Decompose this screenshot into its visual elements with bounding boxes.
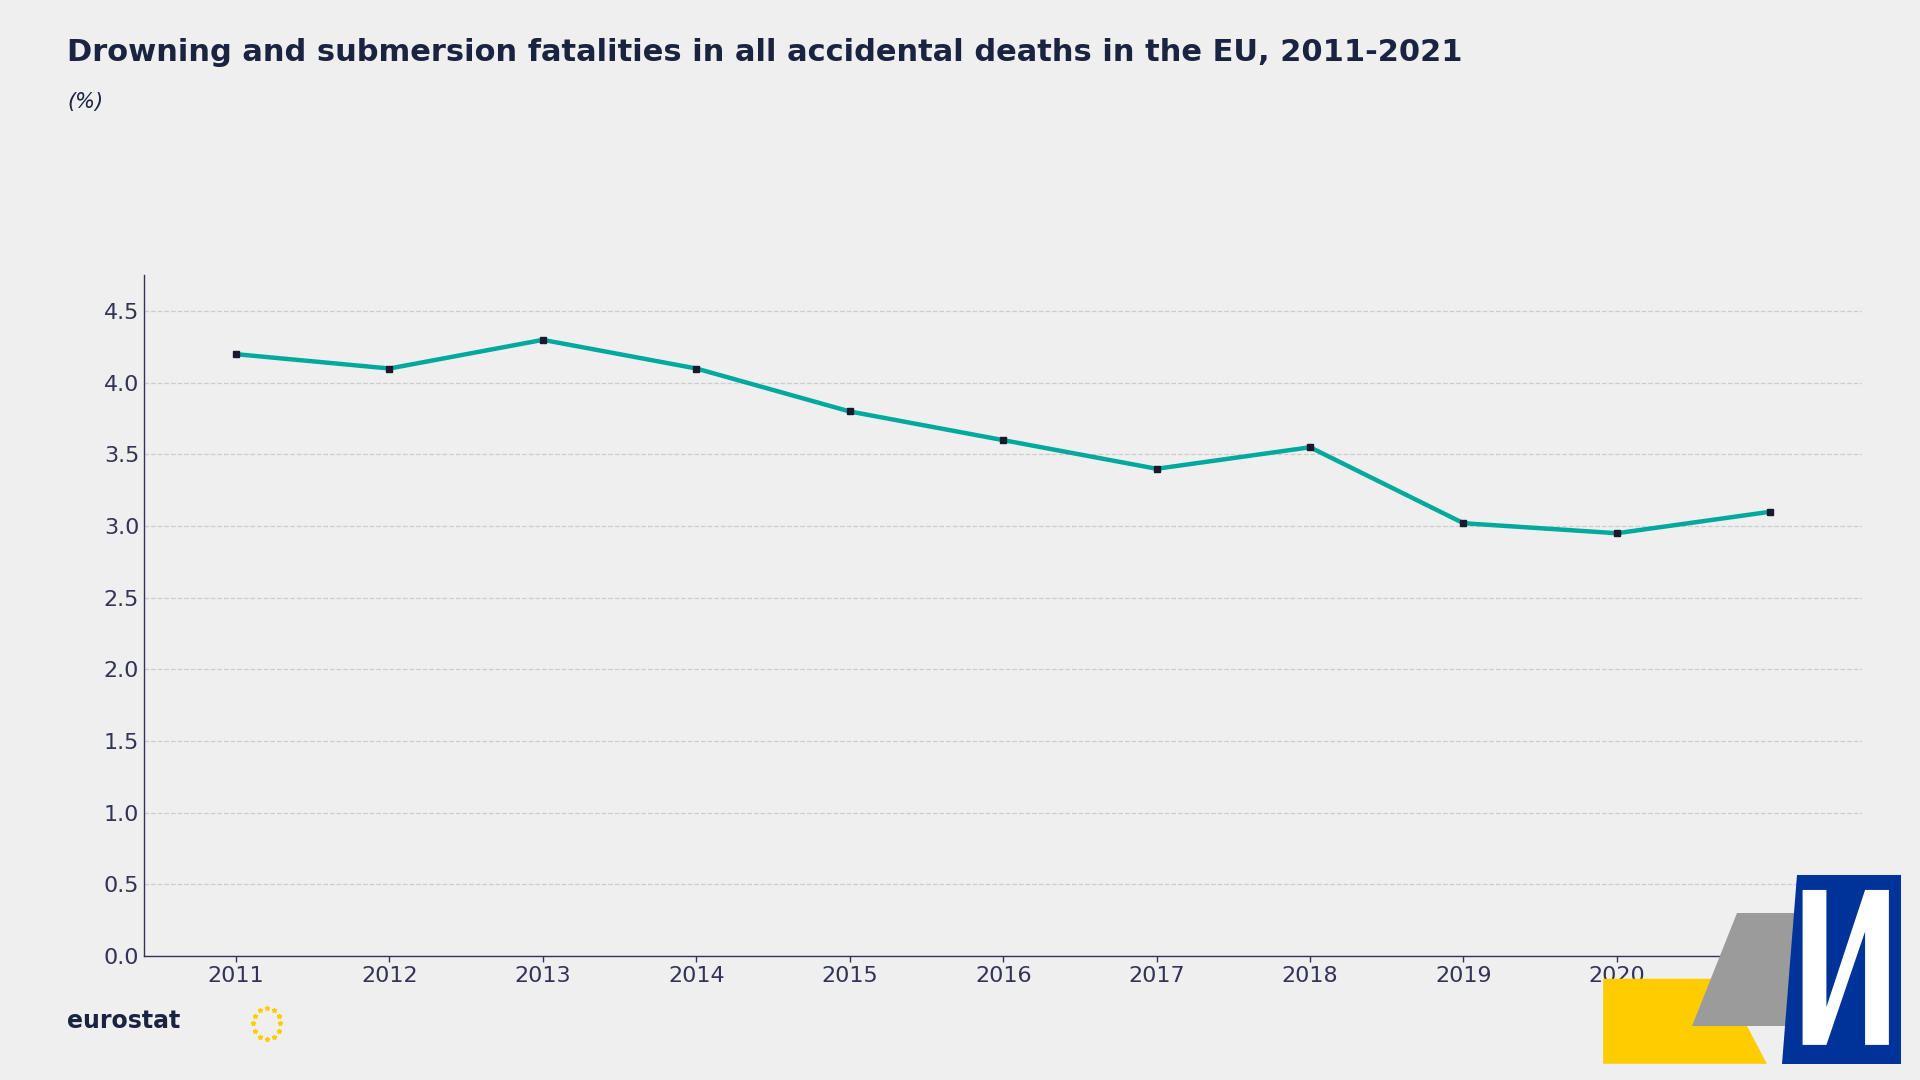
Text: (%): (%) [67, 92, 104, 112]
Polygon shape [1603, 978, 1766, 1064]
Polygon shape [1803, 890, 1889, 1045]
Polygon shape [1692, 913, 1826, 1026]
Polygon shape [1782, 875, 1901, 1064]
Text: Drowning and submersion fatalities in all accidental deaths in the EU, 2011-2021: Drowning and submersion fatalities in al… [67, 38, 1463, 67]
Text: eurostat: eurostat [67, 1009, 180, 1032]
